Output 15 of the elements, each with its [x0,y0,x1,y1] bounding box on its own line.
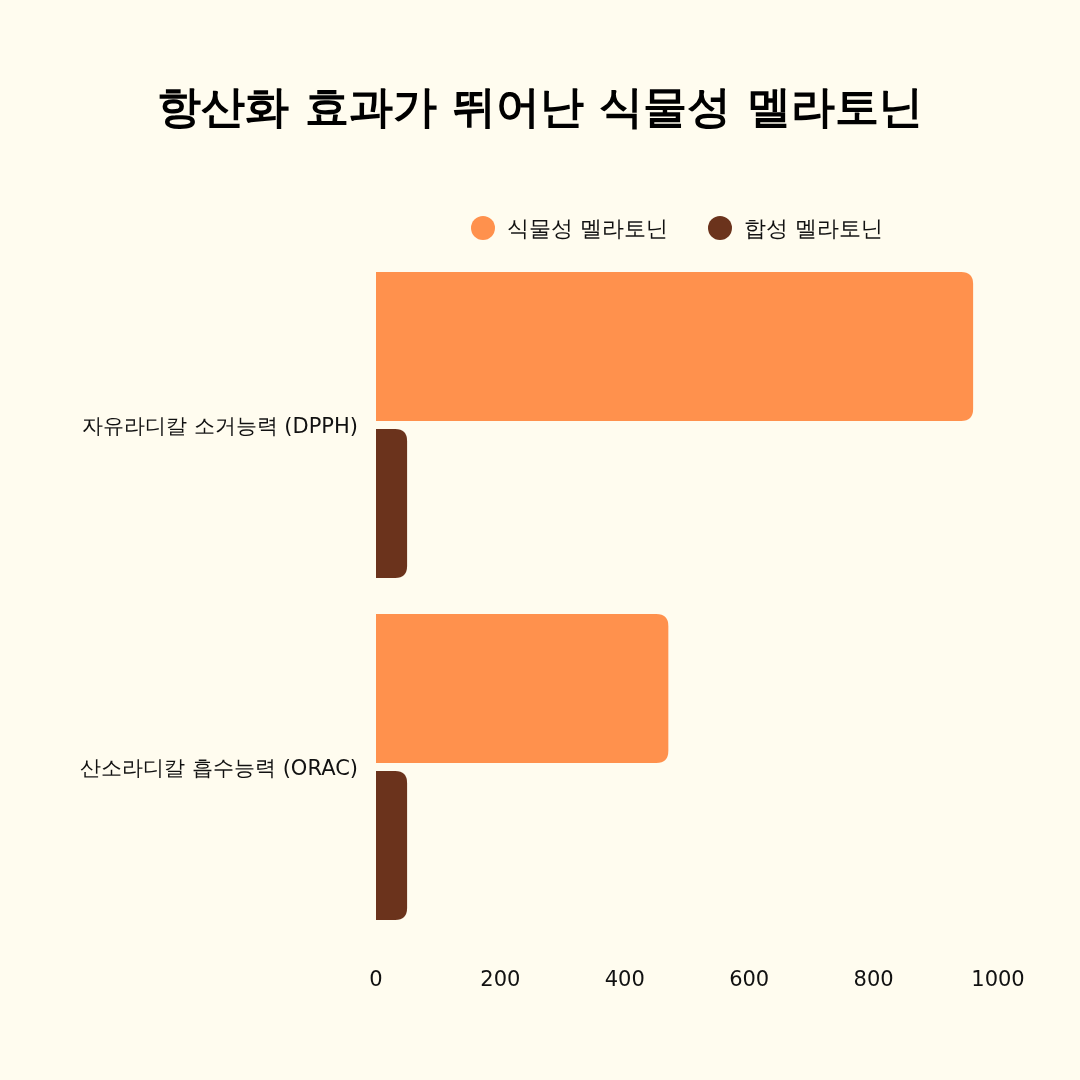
bar [376,272,974,421]
x-tick-label: 200 [480,967,521,991]
legend-label: 합성 멜라토닌 [744,216,883,241]
bar [376,614,669,763]
y-tick-label: 산소라디칼 흡수능력 (ORAC) [80,756,358,780]
x-tick-label: 600 [729,967,770,991]
x-tick-label: 0 [369,967,383,991]
legend-label: 식물성 멜라토닌 [507,216,668,241]
x-tick-label: 1000 [971,967,1025,991]
x-tick-label: 800 [853,967,894,991]
bar [376,429,408,578]
bar [376,771,408,920]
chart-title: 항산화 효과가 뛰어난 식물성 멜라토닌 [157,81,923,132]
x-tick-label: 400 [604,967,645,991]
y-tick-label: 자유라디칼 소거능력 (DPPH) [81,414,358,438]
